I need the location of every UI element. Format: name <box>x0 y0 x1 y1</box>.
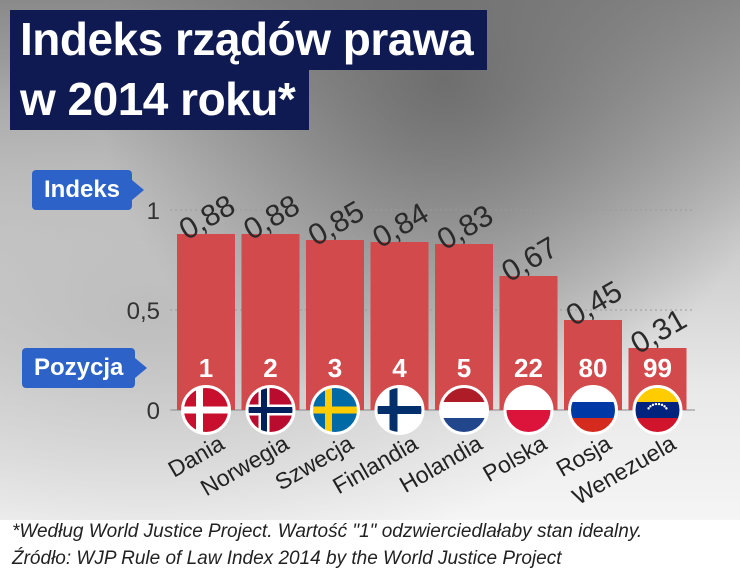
sweden-flag-icon <box>310 385 360 435</box>
footnote-definition: *Według World Justice Project. Wartość "… <box>12 521 643 542</box>
finland-flag-icon <box>374 385 425 435</box>
rank-label: 80 <box>579 353 608 383</box>
y-tick-label: 0 <box>147 398 160 425</box>
rank-label: 2 <box>263 353 277 383</box>
bar-szwecja <box>306 240 364 410</box>
category-label: Polska <box>478 430 551 487</box>
rank-label: 5 <box>457 353 471 383</box>
y-tick-label: 0,5 <box>127 298 160 325</box>
footnote: *Według World Justice Project. Wartość "… <box>12 518 732 572</box>
bar-chart: 00,51 0,881Dania0,882Norwegia0,853Szwecja… <box>127 189 695 510</box>
y-tick-label: 1 <box>147 198 160 225</box>
denmark-flag-icon <box>181 385 231 435</box>
title-line-2: w 2014 roku* <box>10 70 310 130</box>
rank-label: 4 <box>392 353 407 383</box>
rank-label: 99 <box>643 353 672 383</box>
bar-holandia <box>435 244 493 410</box>
bar-dania <box>177 234 235 410</box>
rank-label: 1 <box>199 353 213 383</box>
chart-title: Indeks rządów prawa w 2014 roku* <box>10 10 488 130</box>
russia-flag-icon <box>568 385 618 435</box>
bar-norwegia <box>241 234 300 410</box>
poland-flag-icon <box>503 385 554 435</box>
venezuela-flag-icon <box>632 385 683 435</box>
bar-finlandia <box>370 242 429 410</box>
title-line-1: Indeks rządów prawa <box>10 10 488 70</box>
netherlands-flag-icon <box>439 385 489 435</box>
rank-label: 22 <box>514 353 543 383</box>
footnote-source: Źródło: WJP Rule of Law Index 2014 by th… <box>12 548 562 569</box>
norway-flag-icon <box>245 385 296 435</box>
position-tag: Pozycja <box>22 348 148 388</box>
rank-label: 3 <box>328 353 342 383</box>
index-tag: Indeks <box>32 170 145 210</box>
